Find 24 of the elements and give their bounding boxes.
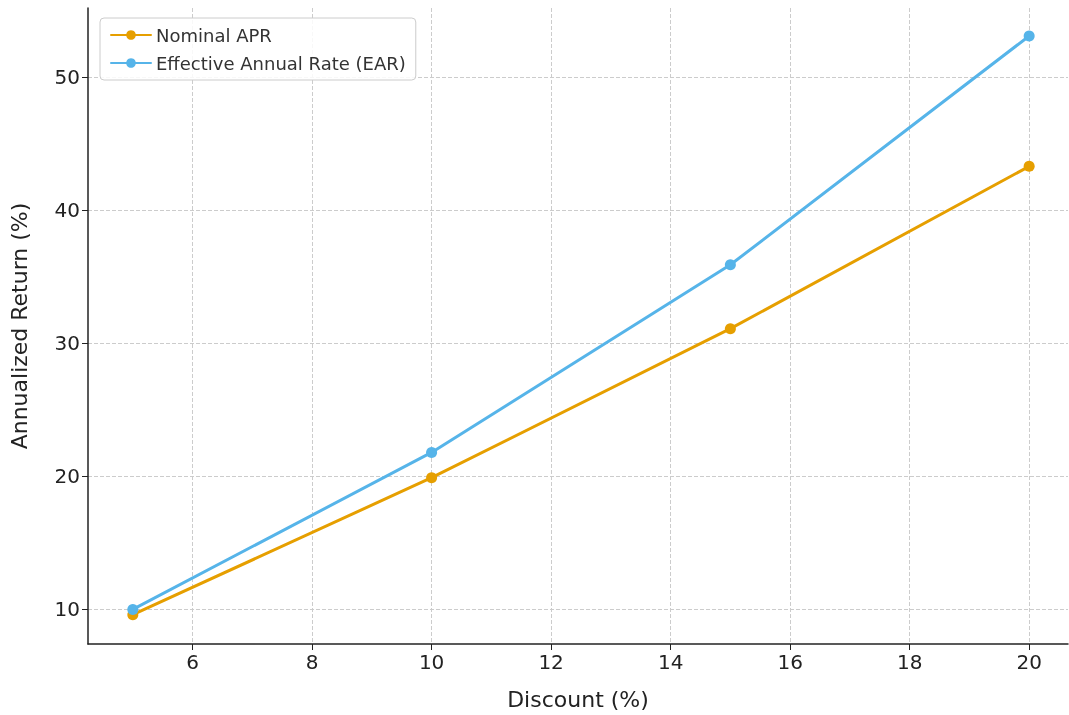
point bbox=[127, 603, 139, 615]
y-axis-title: Annualized Return (%) bbox=[6, 202, 32, 450]
x-tick-label: 18 bbox=[896, 650, 923, 674]
y-tick-label: 50 bbox=[54, 65, 80, 90]
y-tick-label: 40 bbox=[54, 198, 80, 223]
x-tick-label: 16 bbox=[777, 650, 803, 674]
y-tick-label: 20 bbox=[54, 464, 80, 489]
x-axis-title: Discount (%) bbox=[507, 686, 649, 712]
point bbox=[426, 472, 438, 484]
point bbox=[1023, 160, 1035, 172]
y-tick-label: 10 bbox=[54, 597, 80, 622]
legend-label: Effective Annual Rate (EAR) bbox=[156, 52, 406, 74]
point bbox=[724, 259, 736, 271]
x-tick-label: 20 bbox=[1016, 650, 1042, 674]
x-tick-label: 14 bbox=[657, 650, 684, 674]
point bbox=[426, 446, 438, 458]
legend-label: Nominal APR bbox=[156, 24, 272, 46]
x-tick-label: 6 bbox=[186, 650, 199, 674]
x-tick-label: 12 bbox=[538, 650, 564, 674]
y-tick-label: 30 bbox=[54, 331, 80, 356]
point bbox=[1023, 30, 1035, 42]
x-tick-label: 8 bbox=[305, 650, 319, 674]
point bbox=[724, 323, 736, 335]
x-tick-label: 10 bbox=[418, 650, 445, 674]
